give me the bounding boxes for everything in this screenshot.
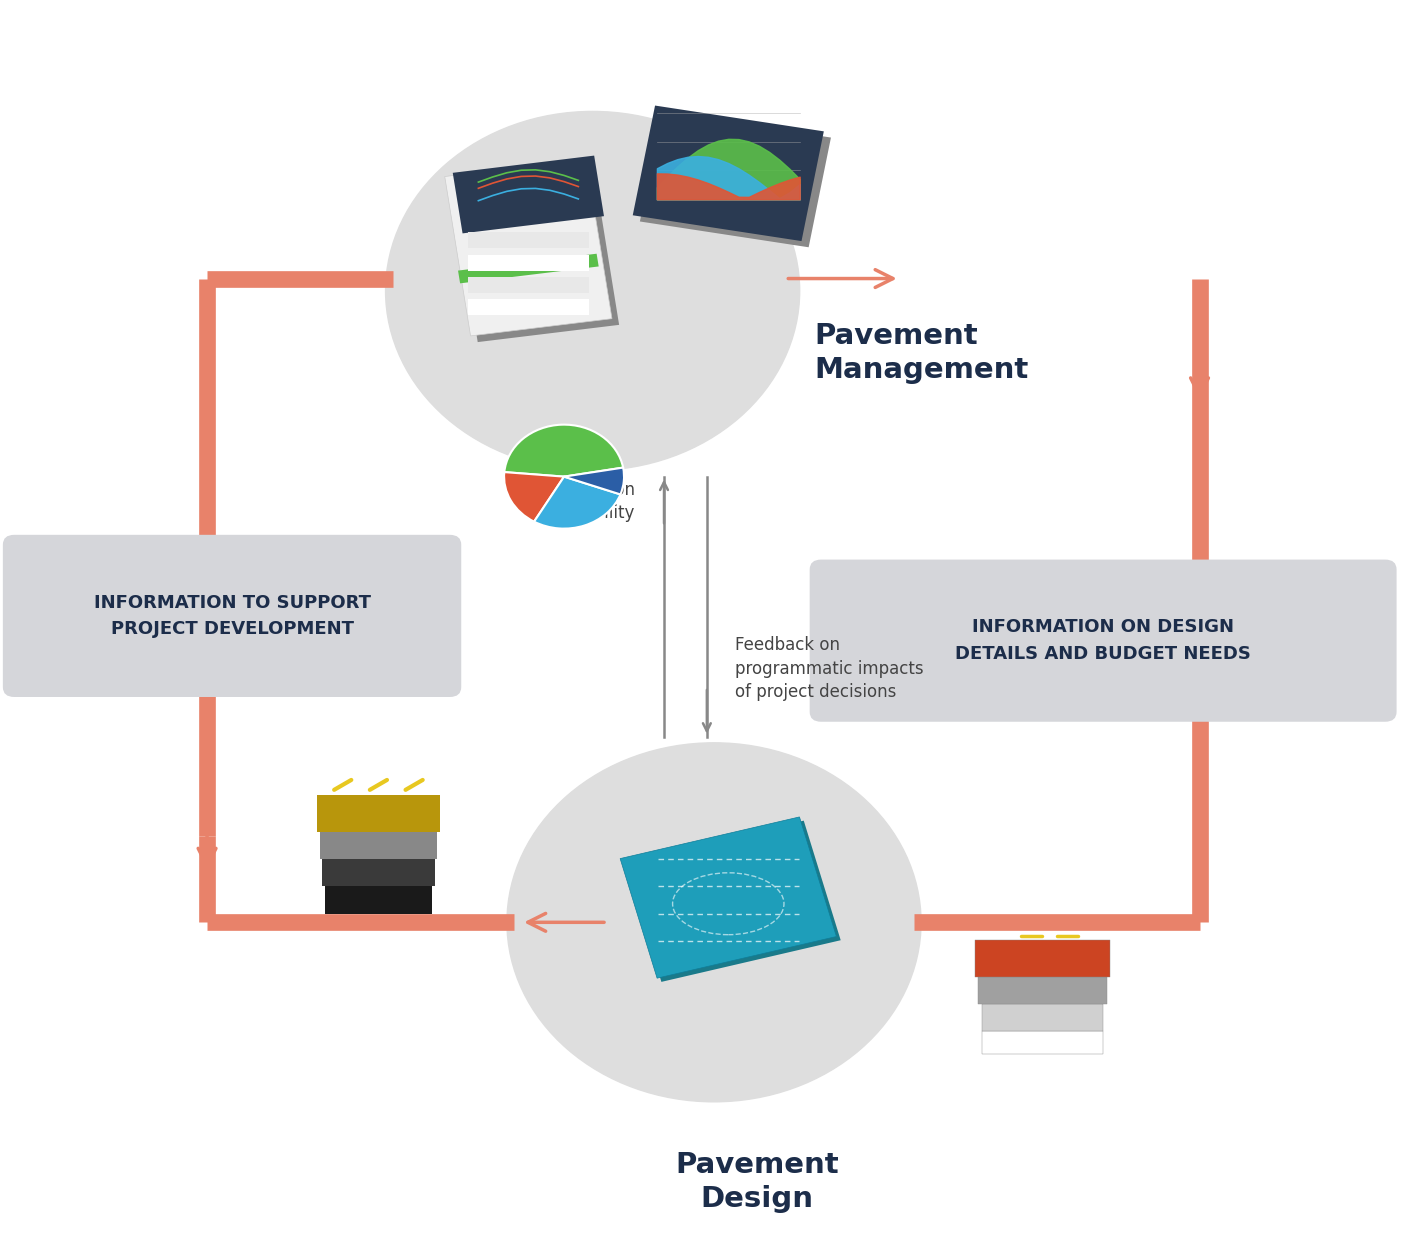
FancyBboxPatch shape [810,560,1397,722]
FancyBboxPatch shape [468,255,590,271]
FancyBboxPatch shape [468,300,590,316]
Circle shape [507,743,921,1102]
FancyBboxPatch shape [620,817,837,978]
Text: Pavement
Design: Pavement Design [675,1151,838,1213]
FancyBboxPatch shape [453,156,604,234]
FancyBboxPatch shape [633,105,824,241]
Text: Pavement
Management: Pavement Management [814,322,1028,384]
FancyBboxPatch shape [978,977,1107,1004]
Wedge shape [564,468,624,494]
FancyBboxPatch shape [3,535,461,697]
FancyBboxPatch shape [974,940,1111,977]
FancyBboxPatch shape [468,277,590,293]
FancyBboxPatch shape [323,859,434,886]
Circle shape [386,111,800,470]
FancyBboxPatch shape [320,832,437,859]
Wedge shape [504,472,564,521]
FancyBboxPatch shape [468,233,590,249]
Wedge shape [504,425,623,477]
Text: Feedback on
programmatic impacts
of project decisions: Feedback on programmatic impacts of proj… [735,636,924,701]
FancyBboxPatch shape [458,254,598,284]
FancyBboxPatch shape [326,886,431,914]
FancyBboxPatch shape [451,166,620,342]
FancyBboxPatch shape [444,160,613,335]
Wedge shape [534,477,620,529]
FancyBboxPatch shape [624,821,841,982]
Text: INFORMATION ON DESIGN
DETAILS AND BUDGET NEEDS: INFORMATION ON DESIGN DETAILS AND BUDGET… [955,619,1251,662]
FancyBboxPatch shape [640,111,831,248]
FancyBboxPatch shape [317,795,440,832]
Text: Feedback on
feasibility: Feedback on feasibility [530,480,635,522]
FancyBboxPatch shape [982,1031,1102,1054]
Text: INFORMATION TO SUPPORT
PROJECT DEVELOPMENT: INFORMATION TO SUPPORT PROJECT DEVELOPME… [94,594,370,638]
FancyBboxPatch shape [982,1004,1102,1031]
